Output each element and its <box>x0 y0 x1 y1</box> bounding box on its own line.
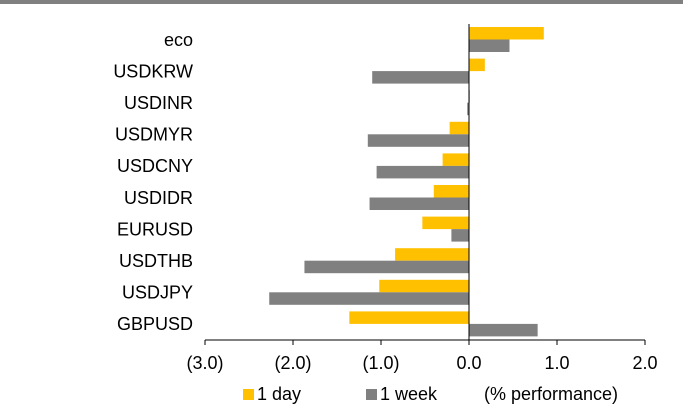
category-label-usdcny: USDCNY <box>117 156 193 176</box>
x-axis: (3.0) (2.0) (1.0) 0.0 1.0 2.0 <box>186 24 658 373</box>
bar-gbpusd-1-week <box>469 323 538 337</box>
bar-gbpusd-1-day <box>349 311 469 324</box>
bar-eco-1-week <box>469 39 510 52</box>
x-tick-label-1: (2.0) <box>274 353 311 373</box>
bar-usdidr-1-week <box>369 197 469 210</box>
category-labels: eco USDKRW USDINR USDMYR USDCNY USDIDR EURUSD U… <box>113 30 193 334</box>
bar-eco-1-day <box>469 27 544 40</box>
legend-label-1-week: 1 week <box>380 384 438 404</box>
unit-note: (% performance) <box>484 384 618 405</box>
bar-usdjpy-1-day <box>379 279 469 293</box>
top-rule <box>0 0 683 4</box>
bar-usdthb-1-day <box>395 248 469 261</box>
x-tick-label-2: (1.0) <box>362 353 399 373</box>
category-label-usdmyr: USDMYR <box>115 125 193 145</box>
bar-usdmyr-1-week <box>367 134 469 147</box>
bar-eurusd-1-week <box>451 229 469 242</box>
bar-usdcny-1-week <box>376 165 469 179</box>
unit-note-text: (% performance) <box>484 384 619 404</box>
legend-label-1-day: 1 day <box>257 384 302 404</box>
bar-usdidr-1-day <box>433 185 469 198</box>
bar-usdmyr-1-day <box>449 121 469 135</box>
x-tick-label-4: 1.0 <box>544 353 569 373</box>
category-label-usdinr: USDINR <box>124 93 193 113</box>
legend-item-1-week: 1 week <box>366 384 437 405</box>
bar-usdinr-1-week <box>467 102 469 116</box>
bar-usdkrw-1-day <box>469 58 485 72</box>
x-tick-label-0: (3.0) <box>186 353 223 373</box>
category-label-usdkrw: USDKRW <box>113 61 193 81</box>
category-label-eco: eco <box>164 30 193 50</box>
category-label-gbpusd: GBPUSD <box>117 314 193 334</box>
legend-swatch-1-week <box>366 389 377 400</box>
legend: 1 day 1 week (% performance) <box>0 384 683 406</box>
category-label-usdjpy: USDJPY <box>122 283 193 303</box>
x-tick-label-5: 2.0 <box>632 353 657 373</box>
bar-usdcny-1-day <box>442 153 469 166</box>
bar-eurusd-1-day <box>422 216 469 230</box>
category-label-usdthb: USDTHB <box>119 251 193 271</box>
x-tick-label-3: 0.0 <box>456 353 481 373</box>
bar-usdthb-1-week <box>304 260 469 274</box>
legend-item-1-day: 1 day <box>243 384 301 405</box>
legend-swatch-1-day <box>243 389 254 400</box>
bar-usdjpy-1-week <box>269 292 469 305</box>
bars-layer <box>269 27 544 337</box>
bar-usdkrw-1-week <box>372 71 469 84</box>
category-label-usdidr: USDIDR <box>124 188 193 208</box>
category-label-eurusd: EURUSD <box>117 219 193 239</box>
